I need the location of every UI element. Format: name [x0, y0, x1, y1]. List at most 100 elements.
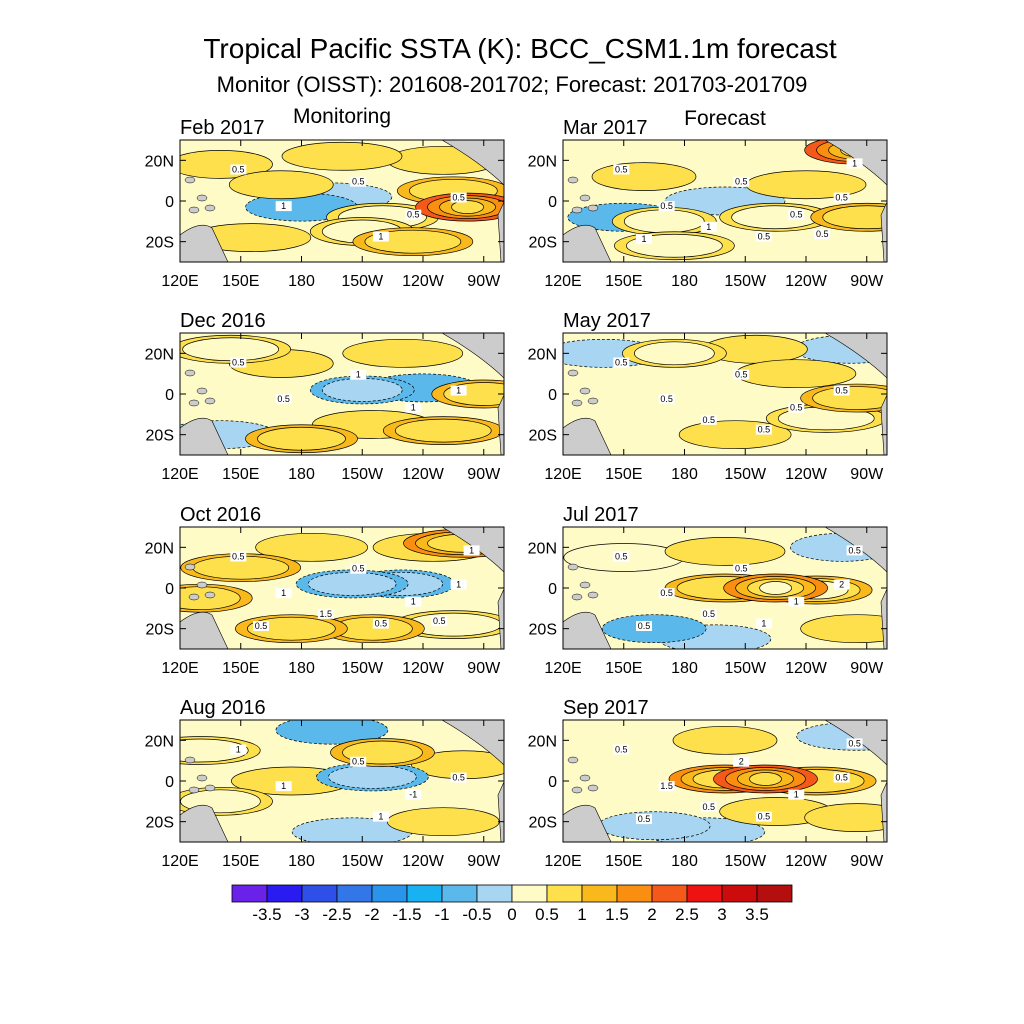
island-land [579, 581, 591, 589]
contour-label-bg [700, 801, 717, 812]
colorbar-swatch [651, 884, 688, 903]
x-tick-label: 180 [288, 273, 315, 290]
colorbar-tick-label: 3.5 [745, 905, 769, 924]
contour-label-bg [350, 176, 367, 187]
contour-label: 0.5 [660, 394, 673, 404]
x-tick-label: 120E [544, 466, 581, 483]
y-tick-label: 0 [548, 194, 557, 211]
anomaly-contour [822, 205, 887, 230]
panel-title: Jul 2017 [563, 504, 639, 526]
y-tick-label: 20S [146, 235, 174, 252]
contour-label: 0.5 [352, 757, 365, 767]
y-tick-label: 0 [548, 387, 557, 404]
contour-label: 1 [411, 403, 416, 413]
contour-label: 0.5 [407, 210, 420, 220]
island-land [188, 399, 200, 407]
x-tick-label: 180 [288, 466, 315, 483]
colorbar-tick-label: 3 [717, 905, 726, 924]
contour-label: 0.5 [615, 552, 628, 562]
contour-label-bg [788, 209, 805, 220]
anomaly-contour [247, 616, 336, 641]
contour-label-bg [275, 781, 292, 792]
y-tick-label: 0 [165, 581, 174, 598]
x-tick-label: 150E [605, 853, 642, 870]
contour-label: 0.5 [735, 177, 748, 187]
contour-label-bg [405, 209, 422, 220]
anomaly-contour [664, 537, 786, 566]
contour-label-bg [833, 385, 850, 396]
contour-label: 0.5 [615, 358, 628, 368]
contour-label-bg [788, 402, 805, 413]
contour-label-bg [636, 814, 652, 825]
colorbar-tick-label: -1 [434, 905, 449, 924]
contour-label-bg [636, 234, 652, 245]
contour-label-bg [636, 621, 652, 632]
island-land [571, 206, 583, 214]
contour-label: 1 [281, 201, 286, 211]
panel-mar-2017: 0.5 0.5 0.5 0.5 0.5 0.5 1 1 1 0.5 Mar 2017 120E 150E… [528, 117, 888, 290]
anomaly-contour [597, 811, 711, 841]
contour-label-bg [613, 551, 630, 562]
contour-label-bg [833, 579, 850, 590]
contour-label-bg [372, 618, 389, 629]
contour-label: 0.5 [735, 564, 748, 574]
contour-label-bg [700, 608, 717, 619]
x-tick-label: 90W [850, 273, 884, 290]
y-tick-label: 0 [548, 581, 557, 598]
contour-label-bg [230, 551, 247, 562]
contour-label: 2 [739, 757, 744, 767]
island-land [567, 563, 579, 571]
figure-subtitle: Monitor (OISST): 201608-201702; Forecast… [217, 72, 808, 97]
colorbar-swatch [756, 884, 793, 903]
contour-label-bg [450, 385, 467, 396]
contour-label-bg [755, 424, 772, 435]
contour-label: 0.5 [615, 745, 628, 755]
south-america-land [497, 201, 504, 262]
anomaly-contour [386, 807, 500, 837]
contour-label-bg [733, 369, 750, 380]
x-tick-label: 150W [341, 660, 384, 677]
colorbar-swatch [441, 884, 478, 903]
contour-label-bg [405, 789, 422, 800]
x-tick-label: 150W [724, 466, 767, 483]
y-tick-label: 0 [165, 387, 174, 404]
contour-label: 0.5 [758, 425, 771, 435]
contour-label-bg [814, 229, 831, 240]
colorbar-tick-label: 2.5 [675, 905, 699, 924]
contour-label-bg [275, 201, 292, 212]
island-land [188, 786, 200, 794]
anomaly-contour [182, 337, 279, 362]
contour-label: 0.5 [835, 773, 848, 783]
colorbar-tick-label: 2 [647, 905, 656, 924]
contour-label: 1 [469, 545, 474, 555]
contour-label: 0.5 [352, 564, 365, 574]
y-tick-label: 20S [146, 428, 174, 445]
island-land [184, 756, 196, 764]
contour-label: 0.5 [375, 619, 388, 629]
anomaly-contour [812, 386, 887, 410]
anomaly-contour [672, 725, 778, 755]
x-tick-label: 150W [724, 853, 767, 870]
island-land [188, 206, 200, 214]
x-tick-label: 120E [161, 466, 198, 483]
y-tick-label: 20S [146, 815, 174, 832]
anomaly-contour [342, 338, 464, 368]
contour-label: 0.5 [452, 193, 465, 203]
sst-field: 0.5 1.5 2 1 0.5 0.5 0.5 0.5 0.5 [563, 720, 887, 842]
land-mask [563, 527, 887, 649]
contour-label-bg [230, 357, 247, 368]
contour-label: 1 [281, 781, 286, 791]
colorbar-swatch [546, 884, 583, 903]
anomaly-contour [321, 378, 403, 402]
anomaly-contour [257, 426, 346, 451]
x-tick-label: 150E [605, 466, 642, 483]
colorbar-tick-label: -1.5 [392, 905, 421, 924]
x-tick-label: 120E [544, 273, 581, 290]
colorbar-tick-label: 0 [507, 905, 516, 924]
island-land [184, 563, 196, 571]
contour-label-bg [658, 588, 675, 599]
contour-label: 0.5 [352, 177, 365, 187]
australia-land [563, 224, 612, 262]
panel-jul-2017: 0.5 0.5 0.5 1 2 1 0.5 0.5 0.5 Jul 2017 120E 150E 180… [528, 504, 888, 677]
anomaly-contour [255, 532, 368, 562]
